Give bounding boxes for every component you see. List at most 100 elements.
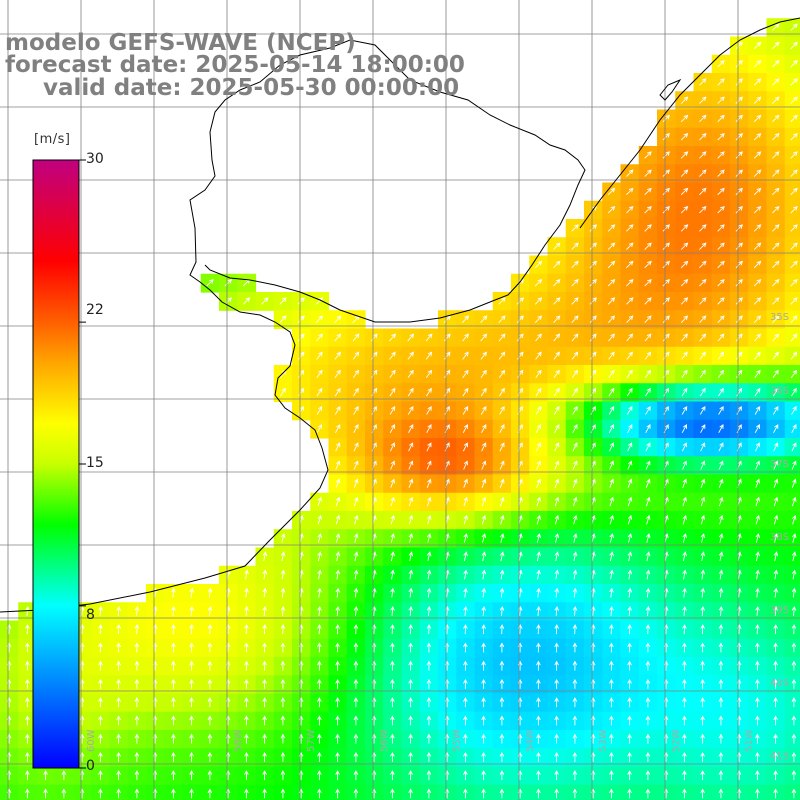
wind-arrow [134, 733, 140, 744]
speed-cell [675, 292, 695, 311]
wind-arrow [772, 315, 780, 324]
wind-arrow [681, 333, 688, 342]
wind-arrow [645, 697, 651, 708]
wind-arrow [718, 715, 724, 726]
wind-arrow [390, 751, 395, 762]
wind-arrow [755, 697, 760, 708]
wind-arrow [718, 642, 724, 653]
wind-arrow [609, 733, 614, 744]
speed-cell [638, 346, 658, 366]
wind-arrow [718, 678, 724, 689]
wind-arrow [773, 496, 779, 507]
wind-arrow [755, 733, 760, 744]
wind-arrow [790, 279, 798, 287]
wind-arrow [718, 533, 724, 543]
wind-arrow [754, 351, 761, 360]
wind-arrow [718, 697, 724, 708]
wind-arrow [755, 715, 760, 726]
wind-arrow [790, 23, 798, 31]
wind-arrow [426, 660, 432, 671]
wind-arrow [334, 369, 341, 379]
wind-arrow [224, 279, 232, 287]
wind-arrow [699, 369, 706, 379]
wind-arrow [536, 751, 541, 762]
wind-arrow [480, 406, 487, 415]
wind-arrow [645, 551, 651, 562]
wind-arrow [717, 351, 725, 360]
wind-arrow [791, 642, 797, 653]
wind-arrow [735, 133, 743, 141]
wind-arrow [609, 569, 614, 580]
wind-arrow [609, 642, 614, 653]
wind-arrow [700, 697, 705, 708]
wind-arrow [535, 387, 542, 397]
wind-arrow [662, 133, 670, 141]
wind-arrow [426, 478, 432, 488]
wind-arrow [627, 770, 632, 781]
wind-arrow [353, 751, 359, 762]
wind-arrow [609, 551, 614, 562]
wind-arrow [627, 533, 633, 543]
wind-arrow [791, 751, 797, 762]
wind-arrow [335, 569, 341, 580]
wind-arrow [280, 697, 286, 708]
wind-arrow [244, 678, 249, 689]
speed-cell [620, 255, 640, 275]
wind-arrow [590, 406, 596, 415]
wind-arrow [481, 715, 486, 726]
wind-arrow [189, 733, 194, 744]
wind-arrow [755, 478, 760, 488]
wind-arrow [25, 678, 30, 689]
wind-arrow [773, 697, 778, 708]
wind-arrow [389, 442, 395, 452]
wind-arrow [572, 460, 578, 470]
wind-arrow [753, 315, 762, 324]
wind-arrow [116, 697, 121, 708]
wind-arrow [335, 678, 340, 689]
wind-arrow [390, 478, 395, 488]
wind-arrow [790, 315, 798, 324]
wind-arrow [481, 624, 487, 635]
wind-arrow [554, 770, 559, 781]
wind-arrow [572, 496, 578, 507]
wind-arrow [25, 624, 30, 635]
wind-arrow [535, 333, 542, 342]
wind-arrow [572, 733, 578, 744]
wind-arrow [791, 605, 797, 616]
wind-arrow [536, 514, 541, 525]
wind-arrow [534, 279, 543, 287]
wind-arrow [717, 60, 725, 68]
wind-arrow [791, 733, 797, 744]
wind-arrow [735, 242, 743, 250]
wind-arrow [700, 770, 705, 781]
wind-arrow [499, 624, 505, 635]
wind-arrow [534, 315, 543, 324]
wind-arrow [554, 751, 559, 762]
wind-arrow [334, 387, 341, 397]
wind-arrow [589, 297, 597, 305]
wind-arrow [662, 260, 670, 269]
wind-arrow [717, 297, 725, 305]
wind-arrow [316, 351, 323, 360]
wind-arrow [481, 733, 486, 744]
wind-arrow [662, 151, 670, 159]
wind-arrow [790, 242, 798, 250]
speed-cell [657, 219, 676, 238]
speed-cell [784, 36, 800, 56]
wind-arrow [244, 751, 249, 762]
wind-arrow [700, 460, 706, 470]
wind-arrow [335, 460, 341, 470]
wind-arrow [499, 715, 505, 726]
wind-arrow [791, 569, 797, 580]
wind-arrow [700, 551, 706, 562]
wind-arrow [262, 551, 268, 562]
wind-arrow [753, 187, 762, 196]
wind-arrow [571, 333, 579, 342]
wind-arrow [498, 297, 506, 305]
wind-arrow [390, 678, 395, 689]
wind-arrow [297, 333, 305, 342]
wind-arrow [280, 587, 286, 598]
wind-arrow [134, 605, 140, 616]
wind-arrow [682, 697, 687, 708]
